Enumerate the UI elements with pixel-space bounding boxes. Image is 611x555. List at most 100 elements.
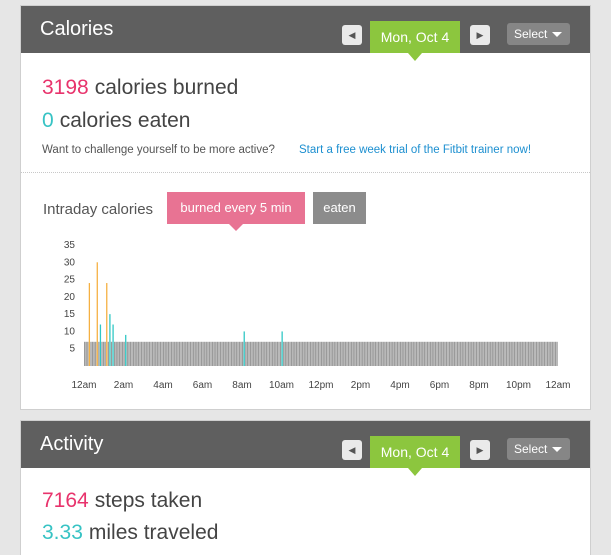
calorie-bar xyxy=(109,314,111,366)
calorie-bar xyxy=(314,341,316,366)
calorie-bar xyxy=(114,341,116,366)
tab-burned[interactable]: burned every 5 min xyxy=(167,192,305,231)
calorie-bar xyxy=(471,341,473,366)
calorie-bar xyxy=(199,341,201,366)
calorie-bar xyxy=(388,341,391,366)
calorie-bar xyxy=(423,341,425,366)
calorie-bar xyxy=(131,341,133,366)
calorie-bar xyxy=(284,341,286,366)
tab-eaten[interactable]: eaten xyxy=(313,192,366,224)
calorie-bar xyxy=(93,341,95,366)
calorie-bar xyxy=(161,341,163,366)
calorie-bar xyxy=(428,341,430,366)
calorie-bar xyxy=(115,341,117,366)
calorie-bar xyxy=(395,341,397,366)
select-dropdown[interactable]: Select xyxy=(507,23,570,45)
calorie-bar xyxy=(107,341,109,366)
calorie-bar xyxy=(300,341,302,366)
calorie-bar xyxy=(213,341,215,366)
calorie-bar xyxy=(227,341,230,366)
next-day-button[interactable]: ▶ xyxy=(470,440,490,460)
calorie-bar xyxy=(458,341,460,366)
y-tick-label: 20 xyxy=(64,292,76,303)
activity-header: Activity ◀ Mon, Oct 4 ▶ Select xyxy=(21,421,590,476)
triangle-left-icon: ◀ xyxy=(348,30,356,40)
prev-day-button[interactable]: ◀ xyxy=(342,25,362,45)
calorie-bar xyxy=(219,341,222,366)
miles-number: 3.33 xyxy=(42,521,83,544)
trainer-trial-link[interactable]: Start a free week trial of the Fitbit tr… xyxy=(299,144,532,156)
x-tick-label: 4am xyxy=(153,380,172,391)
x-tick-label: 4pm xyxy=(390,380,409,391)
calorie-bar xyxy=(349,341,351,366)
date-pill[interactable]: Mon, Oct 4 xyxy=(370,436,460,476)
calorie-bar xyxy=(373,341,375,366)
calorie-bar xyxy=(98,341,100,366)
calorie-bar xyxy=(512,341,514,366)
calorie-bar xyxy=(153,341,155,366)
calorie-bar xyxy=(128,341,130,366)
calorie-bar xyxy=(420,341,422,366)
calorie-bar xyxy=(338,341,340,366)
calorie-bar xyxy=(452,341,454,366)
calorie-bar xyxy=(490,341,492,366)
calories-panel: Calories ◀ Mon, Oct 4 ▶ Select 3198 calor… xyxy=(20,5,591,410)
calorie-bar xyxy=(145,341,147,366)
calorie-bar xyxy=(302,341,304,366)
date-pill[interactable]: Mon, Oct 4 xyxy=(370,21,460,61)
calorie-bar xyxy=(355,341,358,366)
calorie-bar xyxy=(494,341,497,366)
calorie-bar xyxy=(172,341,174,366)
calorie-bar xyxy=(461,341,463,366)
calorie-bar xyxy=(516,341,519,366)
calorie-bar xyxy=(178,341,181,366)
calorie-bar xyxy=(493,341,495,366)
calorie-bar xyxy=(242,341,244,366)
calorie-bar xyxy=(482,341,484,366)
calorie-bar xyxy=(200,341,203,366)
calorie-bar xyxy=(224,341,226,366)
calorie-bar xyxy=(464,341,467,366)
calorie-bar xyxy=(246,341,249,366)
calorie-bar xyxy=(531,341,533,366)
prev-day-button[interactable]: ◀ xyxy=(342,440,362,460)
calorie-bar xyxy=(431,341,433,366)
calorie-bar xyxy=(279,341,282,366)
calorie-bar xyxy=(106,283,108,366)
calorie-bar xyxy=(398,341,400,366)
calorie-bar xyxy=(85,341,87,366)
calorie-bar xyxy=(235,341,237,366)
calorie-bar xyxy=(303,341,305,366)
calorie-bar xyxy=(505,341,508,366)
calories-eaten-number: 0 xyxy=(42,109,54,132)
calorie-bar xyxy=(90,341,92,366)
calorie-bar xyxy=(418,341,421,366)
calorie-bar xyxy=(164,341,166,366)
caret-down-icon xyxy=(552,447,562,452)
calorie-bar xyxy=(193,341,195,366)
calorie-bar xyxy=(497,341,500,366)
calorie-bar xyxy=(354,341,356,366)
y-tick-label: 30 xyxy=(64,257,76,268)
select-dropdown[interactable]: Select xyxy=(507,438,570,460)
next-day-button[interactable]: ▶ xyxy=(470,25,490,45)
calorie-bar xyxy=(539,341,541,366)
calorie-bar xyxy=(496,341,498,366)
calorie-bar xyxy=(335,341,337,366)
calorie-bar xyxy=(221,341,223,366)
calorie-bar xyxy=(537,341,539,366)
calorie-bar xyxy=(166,341,168,366)
calorie-bar xyxy=(287,341,290,366)
calorie-bar xyxy=(447,341,449,366)
calorie-bar xyxy=(466,341,468,366)
calorie-bar xyxy=(554,341,557,366)
calorie-bar xyxy=(523,341,525,366)
activity-panel: Activity ◀ Mon, Oct 4 ▶ Select 7164 steps… xyxy=(20,420,591,555)
calorie-bar xyxy=(532,341,534,366)
calorie-bar xyxy=(333,341,335,366)
steps-stat: 7164 steps taken xyxy=(42,489,202,513)
steps-number: 7164 xyxy=(42,489,89,512)
x-tick-label: 6pm xyxy=(430,380,449,391)
calorie-bar xyxy=(332,341,334,366)
calorie-bar xyxy=(189,341,192,366)
